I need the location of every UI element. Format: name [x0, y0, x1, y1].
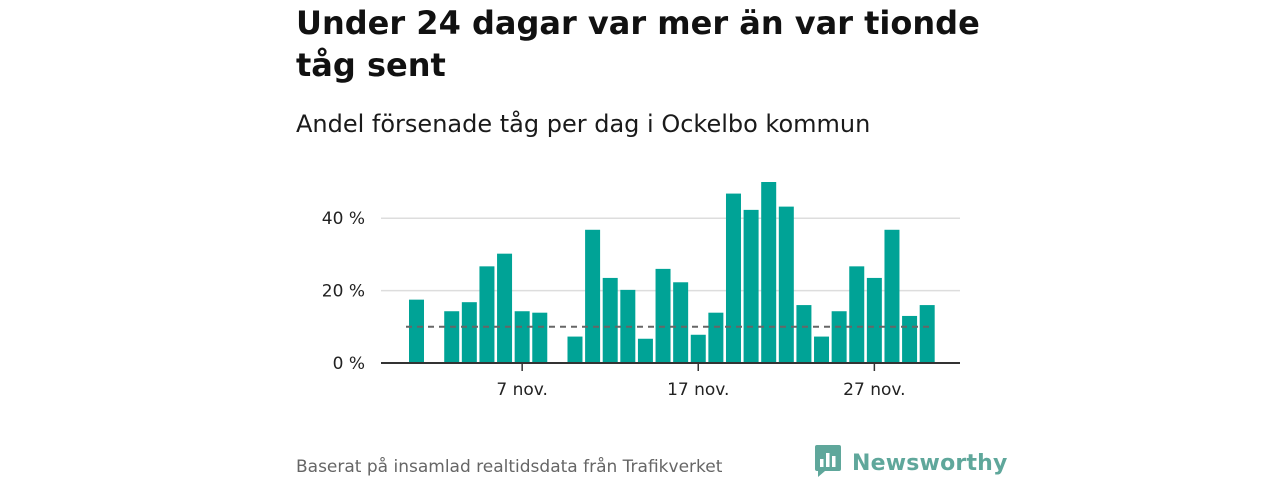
bar: [743, 209, 759, 363]
y-tick-label: 40 %: [322, 209, 365, 229]
newsworthy-logo-text: Newsworthy: [852, 450, 1008, 476]
bar: [778, 206, 794, 363]
bar: [514, 311, 530, 363]
bar: [655, 268, 671, 363]
bar: [567, 336, 583, 363]
bar: [585, 229, 601, 363]
y-tick-label: 20 %: [322, 282, 365, 302]
chart-subtitle: Andel försenade tåg per dag i Ockelbo ko…: [296, 110, 871, 138]
bar: [814, 336, 830, 363]
bar: [849, 266, 865, 363]
bar: [409, 299, 424, 363]
bar-chart: 0 % 20 % 40 % 7 nov. 17 nov. 27 nov.: [322, 182, 960, 400]
y-axis-tick-labels: 0 % 20 % 40 %: [322, 209, 365, 374]
bar: [831, 311, 847, 363]
bar: [796, 305, 812, 363]
bar: [866, 277, 882, 363]
bar: [444, 311, 460, 363]
y-tick-label: 0 %: [333, 354, 365, 374]
bar: [461, 302, 477, 363]
bar: [761, 182, 777, 363]
bar: [708, 312, 724, 363]
bar: [725, 193, 741, 363]
newsworthy-logo: Newsworthy: [814, 444, 1008, 482]
bar: [902, 315, 918, 363]
bars: [409, 182, 935, 363]
bar: [479, 266, 495, 363]
bar: [673, 282, 689, 363]
bar: [497, 253, 513, 363]
newsworthy-logo-icon: [814, 444, 842, 482]
x-tick-label: 27 nov.: [843, 380, 905, 400]
bar: [919, 305, 935, 363]
x-tick-label: 17 nov.: [667, 380, 729, 400]
x-tick-label: 7 nov.: [496, 380, 548, 400]
bar: [637, 338, 653, 363]
source-note: Baserat på insamlad realtidsdata från Tr…: [296, 457, 723, 477]
bar: [884, 229, 900, 363]
bar: [532, 312, 548, 363]
x-axis: 7 nov. 17 nov. 27 nov.: [381, 362, 960, 400]
bar: [690, 334, 706, 363]
chart-title: Under 24 dagar var mer än var tionde tåg…: [296, 4, 980, 84]
bar: [602, 277, 618, 363]
